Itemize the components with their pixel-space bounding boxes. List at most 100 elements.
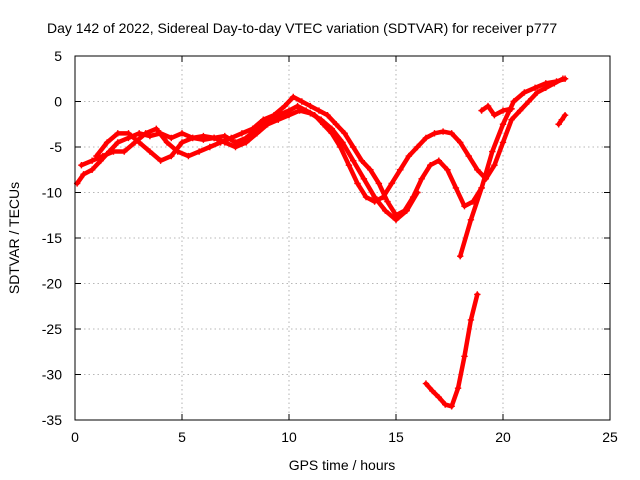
data-point-marker [178, 139, 186, 146]
data-point-marker [553, 78, 560, 85]
data-point-marker [392, 216, 400, 223]
x-tick-label: 5 [178, 429, 186, 445]
data-point-marker [178, 130, 186, 137]
x-tick-label: 10 [281, 429, 297, 445]
data-point-marker [341, 130, 348, 137]
data-point-marker [249, 125, 256, 132]
data-point-marker [474, 166, 481, 173]
data-point-marker [429, 387, 436, 395]
x-tick-label: 0 [71, 429, 79, 445]
data-point-marker [296, 107, 303, 114]
data-point-marker [382, 207, 389, 214]
data-point-marker [478, 107, 485, 114]
data-point-marker [448, 130, 455, 137]
data-point-marker [491, 162, 498, 169]
data-point-marker [210, 134, 218, 142]
data-point-marker [345, 162, 353, 169]
data-point-marker [189, 134, 196, 142]
data-point-marker [422, 134, 430, 142]
data-point-marker [206, 143, 214, 151]
y-tick-label: -25 [42, 321, 62, 337]
data-point-marker [228, 134, 235, 142]
data-point-marker [221, 139, 228, 146]
series-trace [423, 292, 480, 409]
data-point-marker [461, 202, 468, 210]
data-point-marker [499, 139, 507, 146]
data-point-marker [384, 198, 391, 205]
data-point-marker [403, 207, 410, 214]
data-point-marker [195, 148, 203, 155]
data-point-marker [465, 152, 472, 160]
data-point-marker [461, 353, 468, 360]
data-point-marker [499, 107, 507, 114]
y-tick-label: -30 [42, 367, 62, 383]
data-point-marker [307, 102, 314, 110]
data-point-marker [354, 180, 361, 187]
data-point-marker [452, 184, 460, 192]
data-point-marker [422, 380, 430, 387]
data-point-marker [328, 125, 335, 132]
data-point-marker [93, 152, 100, 160]
data-point-marker [414, 143, 421, 151]
data-point-marker [114, 130, 121, 137]
data-point-marker [253, 130, 261, 137]
data-point-marker [457, 139, 464, 146]
data-point-marker [238, 130, 246, 137]
data-point-marker [103, 139, 111, 146]
data-point-marker [555, 121, 562, 128]
data-point-marker [163, 139, 171, 146]
x-tick-label: 25 [602, 429, 618, 445]
data-point-marker [88, 166, 96, 173]
data-point-marker [285, 111, 293, 119]
data-point-marker [153, 125, 160, 132]
series-track-6 [478, 102, 515, 119]
data-point-marker [270, 111, 278, 119]
data-point-marker [431, 130, 438, 137]
data-point-marker [307, 110, 314, 117]
data-point-marker [491, 111, 498, 119]
y-tick-label: -10 [42, 185, 62, 201]
data-point-marker [478, 184, 485, 192]
data-point-marker [367, 166, 374, 173]
data-point-marker [358, 157, 365, 164]
data-point-marker [200, 132, 207, 140]
y-tick-label: 5 [54, 48, 62, 64]
data-point-marker [467, 216, 475, 223]
data-point-marker [405, 152, 413, 160]
y-tick-label: -35 [42, 412, 62, 428]
data-point-marker [561, 111, 569, 119]
data-point-marker [510, 98, 517, 105]
data-point-marker [534, 89, 541, 96]
data-point-marker [260, 116, 267, 123]
data-point-marker [114, 139, 121, 146]
x-tick-label: 20 [495, 429, 511, 445]
y-tick-label: -15 [42, 230, 62, 246]
data-point-marker [454, 384, 462, 392]
data-point-marker [371, 193, 378, 201]
series-layer [73, 75, 569, 410]
data-point-marker [474, 291, 481, 298]
data-point-marker [337, 143, 344, 151]
data-point-marker [142, 130, 149, 137]
data-point-marker [168, 134, 175, 142]
y-tick-label: -20 [42, 276, 62, 292]
data-point-marker [362, 193, 370, 201]
data-point-marker [168, 152, 175, 160]
data-point-marker [525, 98, 532, 105]
data-point-marker [388, 180, 395, 187]
series-track-5 [457, 75, 569, 260]
series-track-7 [555, 111, 569, 128]
data-point-marker [339, 139, 346, 146]
data-point-marker [136, 130, 143, 137]
data-point-marker [99, 152, 107, 160]
data-point-marker [489, 148, 496, 155]
y-axis-title: SDTVAR / TECUs [6, 182, 22, 294]
data-point-marker [457, 253, 464, 260]
series-track-4 [422, 291, 481, 410]
data-point-marker [281, 102, 288, 110]
data-point-marker [121, 148, 128, 155]
data-point-marker [294, 102, 301, 110]
data-point-marker [521, 89, 528, 96]
data-point-marker [110, 148, 117, 155]
data-point-marker [264, 121, 271, 128]
